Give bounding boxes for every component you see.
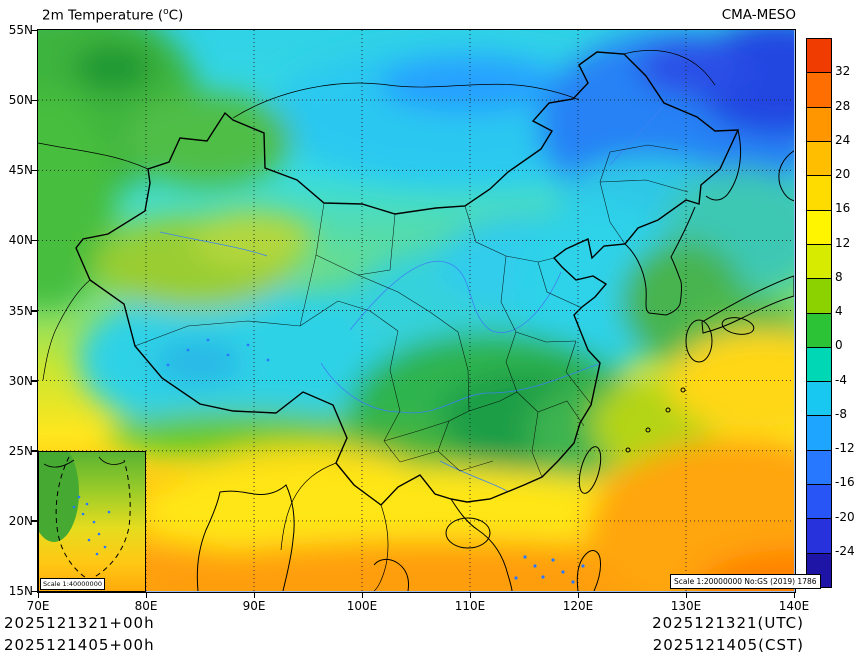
lat-tickmark bbox=[31, 29, 37, 31]
lat-tickmark bbox=[31, 239, 37, 242]
lon-tickmark bbox=[577, 593, 579, 598]
colorbar-tick-label: -16 bbox=[835, 475, 855, 490]
lat-tickmark bbox=[31, 380, 37, 382]
lon-tick-label: 80E bbox=[134, 599, 158, 613]
page-title-unit: C) bbox=[168, 7, 184, 24]
lat-tickmark bbox=[31, 450, 37, 452]
lon-tick-label: 130E bbox=[670, 599, 702, 613]
lon-tick-label: 70E bbox=[26, 599, 50, 613]
lat-tickmark bbox=[31, 99, 37, 102]
colorbar-tick-label: 24 bbox=[835, 132, 851, 147]
lon-tick-label: 110E bbox=[454, 599, 486, 613]
colorbar-segment bbox=[807, 106, 831, 141]
colorbar-tick-label: -24 bbox=[835, 543, 855, 558]
degree-superscript: o bbox=[163, 7, 169, 17]
lon-tickmark bbox=[361, 593, 363, 598]
page-title: 2m Temperature (oC) bbox=[42, 7, 183, 24]
lat-tick-label: 15N bbox=[8, 584, 33, 598]
lon-tick-label: 90E bbox=[242, 599, 266, 613]
colorbar-tick-label: 16 bbox=[835, 201, 851, 216]
colorbar-tick-label: 32 bbox=[835, 64, 851, 79]
colorbar-segment bbox=[807, 140, 831, 176]
lon-tickmark bbox=[253, 593, 255, 598]
colorbar-tick-label: -8 bbox=[835, 406, 847, 421]
colorbar-segment bbox=[807, 381, 831, 416]
map-plot-frame bbox=[37, 29, 796, 593]
colorbar-tick-label: 28 bbox=[835, 98, 851, 113]
colorbar-segment bbox=[807, 518, 831, 553]
lake-island-specks bbox=[166, 338, 585, 584]
lon-tick-label: 120E bbox=[562, 599, 594, 613]
footer-valid-time-utc: 2025121321(UTC) bbox=[652, 614, 804, 632]
lon-tick-label: 140E bbox=[778, 599, 810, 613]
footer-init-time-cst: 2025121405+00h bbox=[4, 636, 155, 654]
inset-map-svg bbox=[29, 442, 145, 591]
lon-tick-label: 100E bbox=[346, 599, 378, 613]
lat-tick-label: 35N bbox=[8, 303, 33, 318]
lat-tick-label: 50N bbox=[8, 93, 33, 108]
colorbar-tick-label: -4 bbox=[835, 372, 847, 387]
lat-tick-label: 20N bbox=[8, 513, 33, 528]
lon-tickmark bbox=[37, 593, 39, 598]
map-scale-note: Scale 1:20000000 No:GS (2019) 1786 bbox=[670, 574, 821, 589]
colorbar-tick-label: 4 bbox=[835, 304, 843, 318]
footer-right: 2025121321(UTC) 2025121405(CST) bbox=[652, 612, 804, 656]
temperature-field bbox=[38, 30, 794, 591]
coastlines-and-borders bbox=[38, 50, 794, 591]
lat-tickmark bbox=[31, 169, 37, 172]
lat-tick-label: 40N bbox=[8, 233, 33, 248]
colorbar-tick-label: 12 bbox=[835, 235, 851, 250]
colorbar-segment bbox=[807, 175, 831, 210]
lat-tickmark bbox=[31, 310, 37, 312]
colorbar-segment bbox=[807, 72, 831, 107]
inset-islands bbox=[72, 495, 111, 556]
colorbar bbox=[806, 38, 832, 588]
colorbar-tick-label: -12 bbox=[835, 441, 855, 455]
inset-map: Scale 1:40000000 bbox=[29, 442, 146, 592]
colorbar-tick-label: -20 bbox=[835, 509, 855, 524]
colorbar-tick-label: 0 bbox=[835, 338, 843, 353]
lat-tickmark bbox=[31, 590, 37, 592]
rivers bbox=[159, 105, 664, 492]
colorbar-segment bbox=[807, 209, 831, 244]
colorbar-segment bbox=[807, 243, 831, 279]
lon-tickmark bbox=[685, 593, 687, 598]
footer-init-time-utc: 2025121321+00h bbox=[4, 614, 155, 632]
colorbar-tick-label: 8 bbox=[835, 269, 843, 284]
china-border bbox=[75, 51, 740, 506]
lon-tickmark bbox=[469, 593, 471, 598]
colorbar-segment bbox=[807, 484, 831, 519]
lat-tick-label: 25N bbox=[8, 443, 33, 458]
colorbar-segment bbox=[807, 39, 831, 73]
lat-tick-label: 30N bbox=[8, 373, 33, 388]
lat-tick-label: 55N bbox=[8, 23, 33, 37]
colorbar-segment bbox=[807, 312, 831, 347]
lat-tickmark bbox=[31, 520, 37, 522]
inset-scale-label: Scale 1:40000000 bbox=[40, 578, 105, 590]
colorbar-segment bbox=[807, 449, 831, 485]
model-name-label: CMA-MESO bbox=[721, 7, 796, 23]
page-title-text: 2m Temperature ( bbox=[42, 7, 164, 24]
colorbar-segment bbox=[807, 278, 831, 313]
footer-left: 2025121321+00h 2025121405+00h bbox=[4, 612, 155, 656]
footer-valid-time-cst: 2025121405(CST) bbox=[652, 636, 804, 654]
lat-tick-label: 45N bbox=[8, 163, 33, 178]
colorbar-segment bbox=[807, 346, 831, 382]
lon-tickmark bbox=[145, 593, 147, 598]
province-borders bbox=[134, 144, 689, 478]
temperature-map-svg bbox=[38, 30, 794, 591]
colorbar-segment bbox=[807, 415, 831, 450]
lon-tickmark bbox=[793, 593, 795, 598]
colorbar-labels: 32 28 24 20 16 12 8 4 0 -4 -8 -12 -16 -20 -24 bbox=[835, 38, 860, 586]
colorbar-tick-label: 20 bbox=[835, 167, 851, 181]
